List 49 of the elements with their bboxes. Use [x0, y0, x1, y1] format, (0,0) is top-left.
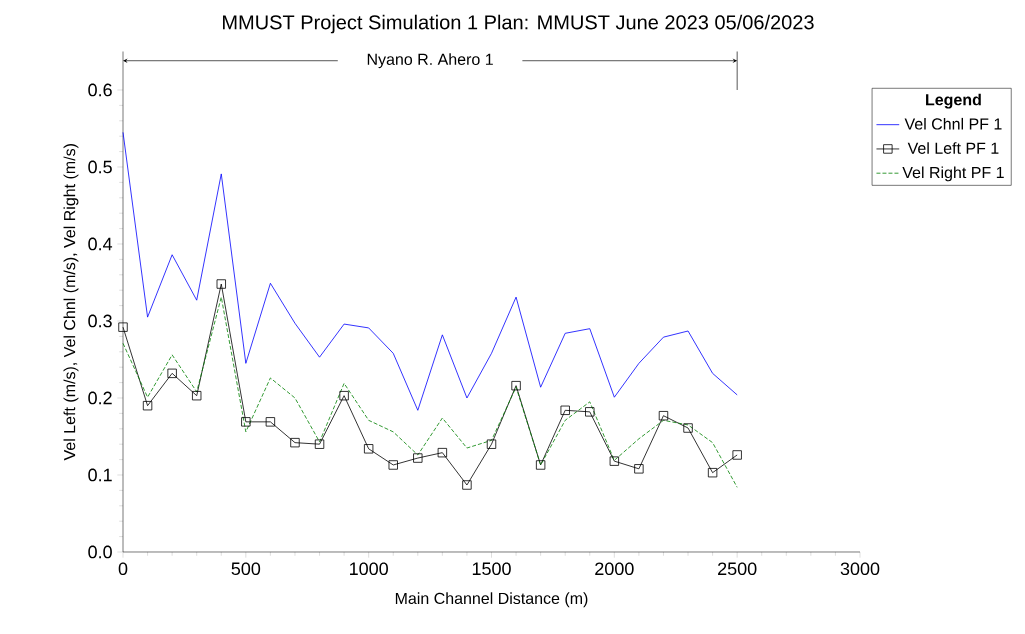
line-series [122, 131, 738, 411]
point [413, 453, 423, 463]
point [462, 480, 472, 490]
y-tick-label: 0.6 [88, 83, 112, 97]
x-tick-label: 3000 [840, 562, 880, 576]
point [560, 405, 570, 415]
x-axis-title: Main Channel Distance (m) [395, 592, 588, 608]
point [634, 464, 644, 474]
point [118, 322, 128, 332]
chart-title: MMUST Project Simulation 1 Plan: MMUST June 2023 05/06/2023 [223, 14, 814, 34]
point [732, 450, 742, 460]
y-tick-label: 0.4 [88, 237, 113, 251]
legend-label: Vel Chnl PF 1 [904, 117, 1002, 130]
point [142, 401, 153, 411]
x-tick-label: 1500 [472, 562, 511, 576]
x-tick-label: 500 [231, 562, 261, 576]
annotation: Nyano R. Ahero 1 [367, 53, 493, 69]
x-tick-label: 0 [118, 562, 128, 576]
y-tick-label: 0.3 [88, 314, 112, 328]
point [192, 391, 202, 401]
point [511, 381, 521, 391]
y-tick-label: 0.0 [88, 545, 112, 559]
legend-title: Legend [926, 93, 981, 109]
y-axis-title: Vel Left (m/s), Vel Chnl (m/s), Vel Right (m/s) [63, 144, 79, 461]
point [535, 460, 546, 470]
point [707, 468, 718, 478]
point [585, 407, 595, 417]
point [437, 447, 448, 458]
point [683, 423, 693, 433]
legend-label: Vel Left PF 1 [907, 142, 999, 154]
point [167, 368, 177, 379]
y-tick-label: 0.5 [88, 160, 112, 174]
x-tick-label: 2500 [718, 562, 757, 576]
y-tick-label: 0.1 [88, 468, 112, 482]
point [216, 279, 226, 289]
point [290, 437, 300, 448]
x-tick-label: 1000 [350, 562, 388, 576]
point [388, 460, 398, 470]
legend-label: Vel Right PF 1 [902, 166, 1004, 182]
point [658, 411, 669, 421]
point [609, 456, 619, 466]
y-tick-label: 0.2 [88, 391, 112, 405]
point [241, 417, 251, 427]
point [364, 444, 374, 454]
x-tick-label: 2000 [595, 562, 634, 576]
point [314, 439, 325, 449]
point [486, 439, 497, 449]
point [339, 391, 349, 401]
point [265, 417, 276, 427]
